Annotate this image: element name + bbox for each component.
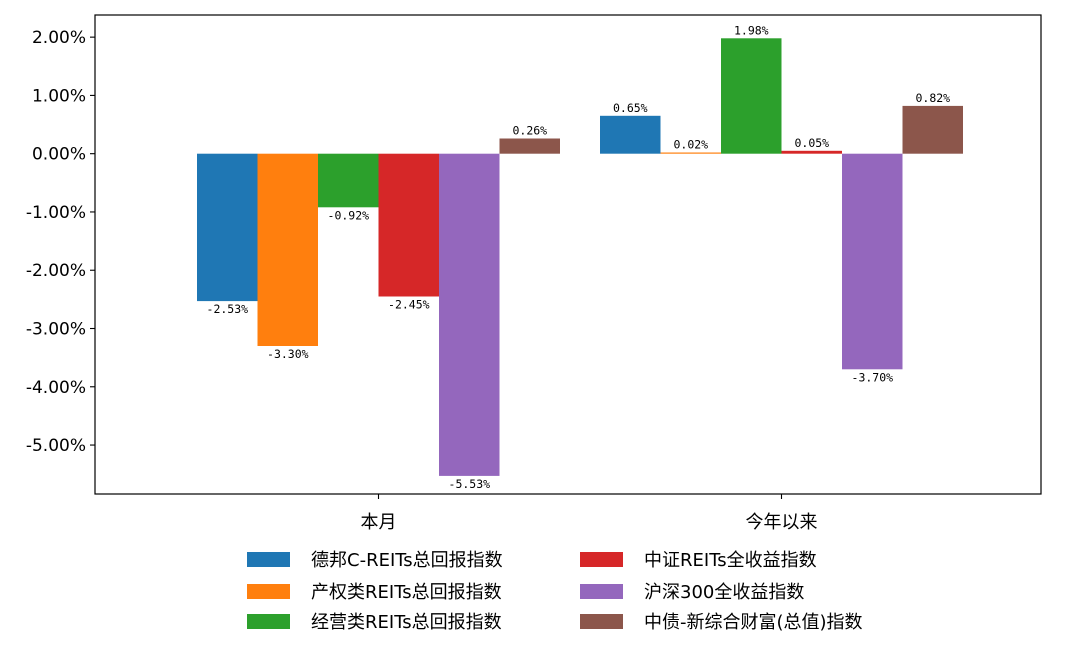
bar — [600, 115, 661, 154]
x-tick-label: 今年以来 — [746, 512, 818, 533]
legend-label: 德邦C-REITs总回报指数 — [311, 550, 503, 571]
x-axis: 本月 今年以来 — [361, 494, 818, 533]
legend-swatch — [580, 552, 623, 567]
legend-label: 中证REITs全收益指数 — [644, 550, 817, 571]
y-tick-label: -1.00% — [26, 203, 86, 223]
data-label: -5.53% — [449, 477, 491, 491]
legend-swatch — [580, 584, 623, 599]
y-tick-label: 2.00% — [32, 28, 86, 48]
bar — [842, 153, 903, 370]
y-tick-label: 1.00% — [32, 86, 86, 106]
data-label: 0.82% — [915, 91, 950, 105]
y-tick-label: -5.00% — [26, 436, 86, 456]
legend-label: 中债-新综合财富(总值)指数 — [644, 612, 863, 633]
legend-swatch — [580, 614, 623, 629]
data-label: 0.65% — [613, 101, 648, 115]
data-label: 1.98% — [734, 23, 769, 37]
bar — [439, 153, 500, 476]
legend-label: 经营类REITs总回报指数 — [311, 612, 502, 633]
data-label: -2.45% — [388, 298, 430, 312]
data-label: -2.53% — [207, 302, 249, 316]
data-labels-group: -2.53% 0.65% -3.30% 0.02% -0.92% 1.98% -2.45% 0… — [207, 23, 951, 491]
y-tick-label: 0.00% — [32, 145, 86, 165]
legend-label: 沪深300全收益指数 — [644, 582, 804, 603]
bar — [781, 150, 842, 154]
bar — [499, 138, 560, 154]
y-axis: 2.00% 1.00% 0.00% -1.00% -2.00% -3.00% -4.00% -… — [26, 28, 95, 456]
data-label: -3.30% — [267, 347, 309, 361]
bar — [197, 153, 258, 302]
x-tick-label: 本月 — [361, 512, 397, 533]
legend-swatch — [247, 584, 290, 599]
data-label: 0.02% — [673, 138, 708, 152]
bar — [902, 105, 963, 154]
bar — [378, 153, 439, 297]
y-tick-label: -4.00% — [26, 378, 86, 398]
legend-swatch — [247, 552, 290, 567]
bar — [257, 153, 318, 346]
y-tick-label: -2.00% — [26, 261, 86, 281]
bar — [721, 38, 782, 154]
data-label: -3.70% — [852, 370, 894, 384]
legend-swatch — [247, 614, 290, 629]
legend-label: 产权类REITs总回报指数 — [311, 582, 502, 603]
bars-group — [197, 38, 963, 476]
y-tick-label: -3.00% — [26, 320, 86, 340]
data-label: 0.26% — [512, 124, 547, 138]
bar — [660, 152, 721, 154]
bar — [318, 153, 379, 208]
legend: 德邦C-REITs总回报指数产权类REITs总回报指数经营类REITs总回报指数… — [247, 550, 863, 633]
data-label: -0.92% — [328, 208, 370, 222]
data-label: 0.05% — [794, 136, 829, 150]
plot-frame — [94, 14, 1042, 495]
